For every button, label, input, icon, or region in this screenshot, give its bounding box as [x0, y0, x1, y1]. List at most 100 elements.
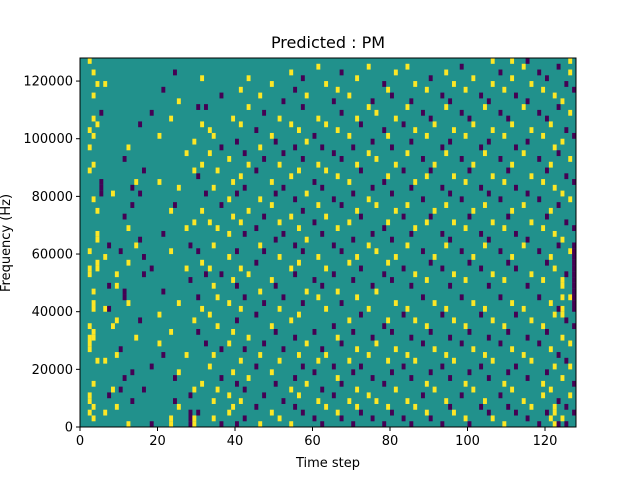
heatmap-cell: [211, 242, 216, 249]
heatmap-cell: [490, 271, 495, 278]
heatmap-cell: [560, 311, 565, 318]
heatmap-cell: [568, 109, 573, 116]
x-tick-label: 100: [455, 434, 480, 449]
heatmap-cell: [432, 300, 437, 306]
heatmap-cell: [444, 305, 449, 312]
heatmap-cell: [393, 300, 398, 306]
heatmap-cell: [401, 121, 406, 128]
heatmap-cell: [545, 115, 549, 122]
heatmap-cell: [91, 288, 96, 295]
heatmap-cell: [242, 294, 247, 301]
heatmap-cell: [483, 398, 487, 404]
heatmap-cell: [452, 173, 456, 180]
heatmap-cell: [211, 282, 216, 289]
heatmap-cell: [134, 179, 139, 185]
heatmap-cell: [370, 334, 375, 341]
heatmap-cell: [572, 409, 577, 416]
heatmap-cell: [448, 236, 453, 243]
heatmap-cell: [157, 311, 162, 318]
heatmap-cell: [366, 242, 371, 249]
heatmap-cell: [262, 340, 267, 347]
heatmap-cell: [440, 311, 445, 318]
heatmap-cell: [200, 259, 205, 266]
heatmap-cell: [467, 369, 472, 376]
heatmap-cell: [510, 75, 515, 82]
heatmap-cell: [545, 369, 549, 376]
heatmap-cell: [231, 369, 236, 376]
heatmap-cell: [386, 132, 391, 139]
heatmap-cell: [273, 138, 278, 145]
heatmap-cell: [87, 334, 92, 341]
heatmap-cell: [452, 357, 456, 364]
heatmap-cell: [138, 236, 143, 243]
heatmap-cell: [91, 161, 96, 168]
heatmap-background: [80, 58, 576, 427]
heatmap-cell: [161, 230, 166, 237]
heatmap-cell: [173, 375, 177, 381]
heatmap-cell: [521, 202, 526, 208]
heatmap-cell: [452, 409, 456, 416]
heatmap-cell: [525, 190, 530, 197]
heatmap-cell: [564, 357, 569, 364]
heatmap-cell: [440, 144, 445, 151]
heatmap-cell: [87, 144, 92, 151]
heatmap-cell: [335, 173, 340, 180]
heatmap-cell: [432, 121, 437, 128]
heatmap-cell: [320, 386, 325, 393]
heatmap-cell: [479, 311, 484, 318]
heatmap-cell: [269, 132, 274, 139]
heatmap-cell: [331, 271, 336, 278]
heatmap-cell: [87, 265, 92, 272]
heatmap-cell: [405, 150, 410, 157]
heatmap-cell: [444, 69, 449, 76]
x-axis-ticks: 0 20 40 60 80 100 120: [76, 427, 557, 449]
heatmap-cell: [471, 300, 476, 306]
heatmap-cell: [103, 254, 108, 260]
heatmap-cell: [552, 311, 557, 318]
heatmap-cell: [359, 311, 363, 318]
heatmap-cell: [297, 352, 301, 358]
heatmap-cell: [269, 369, 274, 376]
heatmap-cell: [91, 92, 96, 99]
y-axis-ticks: 0 20000 40000 60000 80000 100000 120000: [23, 75, 80, 436]
heatmap-cell: [444, 104, 449, 110]
heatmap-cell: [258, 352, 263, 358]
heatmap-cell: [339, 415, 344, 422]
heatmap-cell: [254, 127, 259, 134]
y-tick-label: 100000: [23, 132, 73, 147]
heatmap-cell: [227, 196, 232, 203]
heatmap-cell: [556, 242, 561, 249]
heatmap-cell: [564, 421, 569, 428]
heatmap-cell: [339, 69, 344, 76]
chart-title: Predicted : PM: [271, 33, 385, 52]
heatmap-cell: [479, 230, 484, 237]
heatmap-cell: [300, 104, 305, 110]
heatmap-cell: [316, 115, 321, 122]
heatmap-cell: [560, 138, 565, 145]
heatmap-cell: [87, 271, 92, 278]
heatmap-cell: [560, 415, 565, 422]
heatmap-cell: [479, 92, 484, 99]
heatmap-cell: [238, 357, 243, 364]
heatmap-cell: [428, 75, 433, 82]
heatmap-cell: [564, 219, 569, 226]
heatmap-cell: [572, 323, 577, 330]
heatmap-cell: [405, 242, 410, 249]
x-tick-label: 60: [304, 434, 321, 449]
heatmap-cell: [572, 282, 577, 289]
heatmap-cell: [335, 334, 340, 341]
heatmap-cell: [269, 81, 274, 87]
heatmap-cell: [382, 127, 387, 134]
heatmap-cell: [405, 202, 410, 208]
heatmap-cell: [227, 156, 232, 162]
heatmap-cell: [176, 184, 181, 191]
heatmap-cell: [91, 415, 96, 422]
heatmap-cell: [161, 288, 166, 295]
heatmap-cell: [231, 213, 236, 220]
heatmap-cell: [498, 340, 503, 347]
heatmap-cell: [204, 104, 208, 110]
heatmap-cell: [521, 104, 526, 110]
heatmap-cell: [467, 115, 472, 122]
heatmap-cell: [273, 282, 278, 289]
heatmap-cell: [529, 357, 534, 364]
